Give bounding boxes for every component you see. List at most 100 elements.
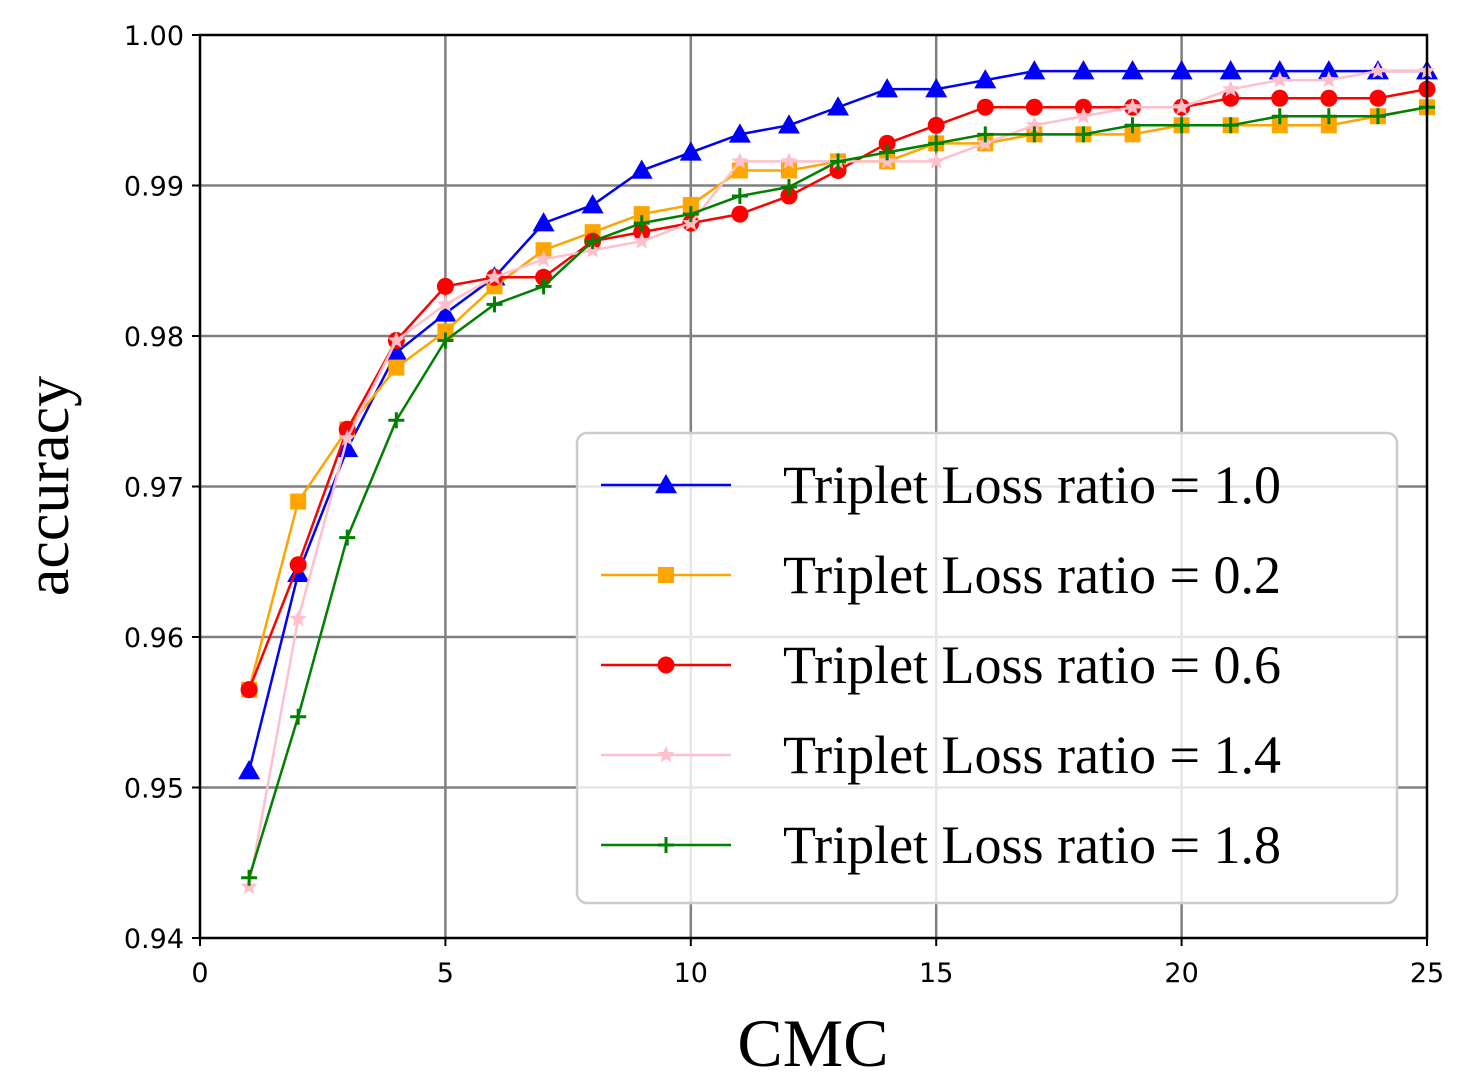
legend-label: Triplet Loss ratio = 0.6	[783, 635, 1281, 695]
data-point	[1317, 60, 1340, 80]
data-point	[434, 302, 457, 322]
legend-box	[575, 431, 1399, 905]
legend-label: Triplet Loss ratio = 0.2	[783, 545, 1281, 605]
data-point	[1124, 126, 1141, 143]
data-point	[532, 212, 555, 232]
data-point	[1173, 117, 1190, 134]
data-point	[486, 296, 503, 313]
data-point	[238, 759, 261, 780]
data-point	[1023, 60, 1046, 80]
data-point	[878, 134, 896, 152]
data-point	[1074, 107, 1092, 124]
series-group	[240, 80, 1436, 699]
data-point	[1121, 60, 1144, 80]
data-point	[1271, 117, 1288, 134]
data-point	[290, 493, 307, 510]
data-point	[731, 205, 749, 223]
data-point	[336, 437, 359, 458]
data-point	[827, 96, 850, 116]
y-tick-label: 1.00	[124, 21, 184, 52]
data-point	[977, 126, 994, 143]
data-point	[927, 152, 945, 169]
data-point	[289, 609, 307, 627]
data-point	[682, 214, 700, 231]
data-point	[387, 331, 405, 348]
data-point	[290, 708, 307, 725]
data-point	[925, 78, 948, 98]
data-point	[1320, 71, 1338, 88]
data-point	[485, 268, 504, 285]
x-tick-label: 20	[1164, 958, 1198, 989]
data-point	[584, 241, 602, 258]
data-point	[630, 159, 653, 179]
data-point	[633, 206, 650, 223]
data-point	[535, 250, 553, 267]
data-point	[974, 69, 997, 89]
data-point	[876, 78, 899, 98]
data-point	[535, 278, 552, 295]
data-point	[338, 429, 356, 446]
data-point	[1075, 126, 1092, 143]
x-axis-title: CMC	[737, 1005, 888, 1081]
data-point	[1124, 117, 1141, 134]
y-tick-label: 0.99	[124, 172, 184, 203]
legend: Triplet Loss ratio = 1.0 Triplet Loss rat…	[575, 431, 1399, 905]
data-point	[437, 332, 454, 349]
x-tick-label: 25	[1410, 958, 1444, 989]
data-point	[339, 529, 356, 546]
y-tick-label: 0.97	[124, 473, 184, 504]
data-point	[830, 153, 847, 170]
data-point	[289, 556, 307, 574]
legend-entry: Triplet Loss ratio = 1.4	[601, 725, 1281, 785]
data-point	[1025, 98, 1043, 116]
data-point	[682, 206, 699, 223]
data-point	[1268, 60, 1291, 80]
ticks: 0 5 10 15 20 25 0.94 0.95 0.96 0.97 0.98 0.99 1.00	[124, 21, 1444, 989]
data-point	[655, 474, 677, 494]
data-point	[731, 152, 749, 169]
data-point	[240, 681, 258, 699]
data-point	[1026, 126, 1043, 143]
data-point	[338, 420, 356, 438]
y-tick-label: 0.95	[124, 774, 184, 805]
data-point	[584, 233, 601, 250]
data-point	[1074, 98, 1092, 116]
data-point	[1025, 116, 1043, 133]
y-tick-label: 0.98	[124, 322, 184, 353]
data-point	[777, 114, 800, 134]
legend-entry: Triplet Loss ratio = 1.8	[601, 815, 1281, 875]
legend-entry: Triplet Loss ratio = 0.6	[601, 635, 1281, 695]
data-point	[633, 223, 651, 241]
data-point	[728, 123, 751, 143]
data-point	[581, 194, 604, 214]
data-point	[437, 323, 454, 340]
data-point	[1072, 60, 1095, 80]
data-point	[1173, 98, 1191, 115]
x-tick-label: 0	[191, 958, 208, 989]
data-point	[240, 877, 258, 895]
x-tick-label: 15	[919, 958, 953, 989]
data-point	[976, 98, 994, 116]
legend-label: Triplet Loss ratio = 1.8	[783, 815, 1281, 875]
legend-label: Triplet Loss ratio = 1.4	[783, 725, 1281, 785]
legend-entry: Triplet Loss ratio = 0.2	[601, 545, 1281, 605]
data-point	[682, 197, 699, 214]
data-point	[388, 412, 405, 429]
x-tick-label: 10	[674, 958, 708, 989]
data-point	[1369, 108, 1386, 125]
data-point	[1170, 60, 1193, 80]
data-point	[535, 242, 552, 259]
data-point	[633, 215, 650, 232]
data-point	[878, 152, 896, 169]
series-group	[238, 60, 1438, 780]
data-point	[388, 359, 405, 376]
data-point	[1222, 80, 1240, 97]
data-point	[658, 567, 674, 583]
data-point	[1320, 117, 1337, 134]
data-point	[780, 179, 797, 196]
data-point	[1271, 71, 1289, 88]
x-tick-label: 5	[437, 958, 454, 989]
data-point	[241, 869, 258, 886]
y-tick-label: 0.94	[124, 924, 184, 955]
